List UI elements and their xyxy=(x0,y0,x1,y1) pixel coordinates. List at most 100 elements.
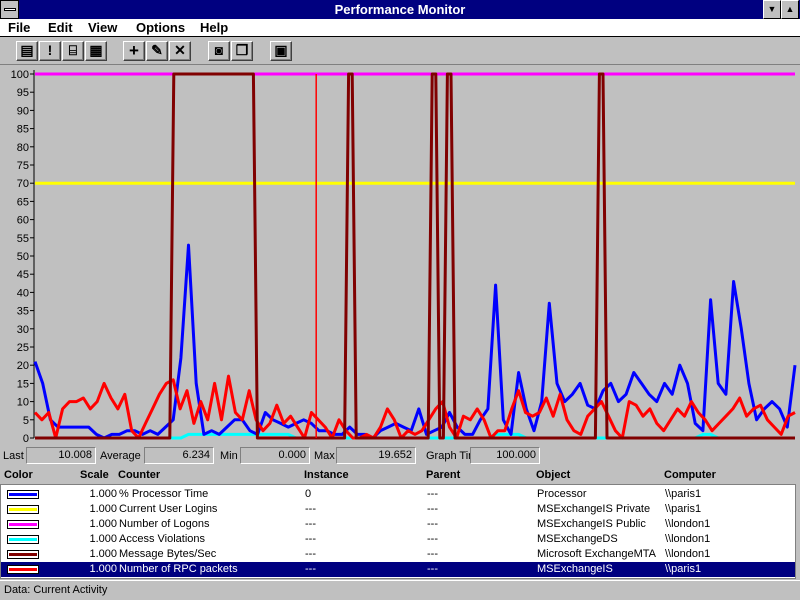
y-tick-label: 90 xyxy=(17,105,29,117)
y-tick-label: 60 xyxy=(17,215,29,227)
series-line-number-of-rpc-packets xyxy=(33,374,796,440)
computer-cell: \\paris1 xyxy=(665,503,702,515)
parent-cell: --- xyxy=(427,548,438,560)
y-tick-label: 50 xyxy=(17,251,29,263)
color-swatch xyxy=(7,550,39,559)
bookmark-button[interactable]: ❐ xyxy=(231,41,253,61)
y-tick-label: 95 xyxy=(17,87,29,99)
menu-options[interactable]: Options xyxy=(136,20,186,35)
swatch-line xyxy=(9,508,37,511)
swatch-line xyxy=(9,523,37,526)
legend-row[interactable]: 1.000 Access Violations --- --- MSExchan… xyxy=(1,532,795,547)
object-cell: MSExchangeIS Private xyxy=(537,503,651,515)
y-tick-label: 80 xyxy=(17,142,29,154)
y-tick-label: 20 xyxy=(17,360,29,372)
update-now-icon: ◙ xyxy=(214,42,224,58)
parent-cell: --- xyxy=(427,488,438,500)
add-counter-button[interactable]: + xyxy=(123,41,145,61)
legend-header: Color Scale Counter Instance Parent Obje… xyxy=(0,467,800,484)
y-tick-label: 65 xyxy=(17,196,29,208)
maximize-button[interactable]: ▲ xyxy=(781,0,799,19)
performance-chart: 0 5 10 15 20 25 30 35 40 45 50 55 60 65 70 75 80 85 90 95 10… xyxy=(0,66,800,446)
parent-cell: --- xyxy=(427,518,438,530)
header-instance: Instance xyxy=(304,469,349,481)
delete-counter-button[interactable]: ✕ xyxy=(169,41,191,61)
header-computer: Computer xyxy=(664,469,716,481)
window-title: Performance Monitor xyxy=(334,2,466,17)
swatch-line xyxy=(9,568,37,571)
y-tick-label: 70 xyxy=(17,178,29,190)
counter-cell: % Processor Time xyxy=(119,488,209,500)
delete-counter-icon: ✕ xyxy=(174,42,186,58)
y-tick-label: 85 xyxy=(17,124,29,136)
alert-view-button[interactable]: ! xyxy=(39,41,61,61)
y-tick-label: 40 xyxy=(17,287,29,299)
object-cell: MSExchangeDS xyxy=(537,533,618,545)
options-button[interactable]: ▣ xyxy=(270,41,292,61)
minimize-button[interactable]: ▼ xyxy=(763,0,781,19)
last-value: 10.008 xyxy=(26,447,96,464)
maximize-icon: ▲ xyxy=(785,4,795,14)
color-swatch xyxy=(7,490,39,499)
counter-legend[interactable]: 1.000 % Processor Time 0 --- Processor \… xyxy=(0,484,796,579)
y-tick-label: 45 xyxy=(17,269,29,281)
swatch-line xyxy=(9,493,37,496)
instance-cell: --- xyxy=(305,548,316,560)
y-tick-label: 15 xyxy=(17,378,29,390)
y-tick-label: 75 xyxy=(17,160,29,172)
scale-cell: 1.000 xyxy=(89,563,117,575)
color-swatch xyxy=(7,520,39,529)
computer-cell: \\paris1 xyxy=(665,488,702,500)
edit-counter-button[interactable]: ✎ xyxy=(146,41,168,61)
edit-counter-icon: ✎ xyxy=(151,42,163,58)
legend-row[interactable]: 1.000 Number of Logons --- --- MSExchang… xyxy=(1,517,795,532)
system-menu-icon[interactable] xyxy=(0,0,19,19)
status-text: Data: Current Activity xyxy=(4,584,108,596)
legend-row-selected[interactable]: 1.000 Number of RPC packets --- --- MSEx… xyxy=(1,562,795,577)
chart-view-button[interactable]: ▤ xyxy=(16,41,38,61)
menu-help[interactable]: Help xyxy=(200,20,229,35)
graph-time-value: 100.000 xyxy=(470,447,540,464)
log-view-button[interactable]: ⌸ xyxy=(62,41,84,61)
parent-cell: --- xyxy=(427,533,438,545)
status-bar: Data: Current Activity xyxy=(0,580,800,600)
legend-row[interactable]: 1.000 Message Bytes/Sec --- --- Microsof… xyxy=(1,547,795,562)
y-tick-label: 35 xyxy=(17,306,29,318)
average-label: Average xyxy=(100,450,141,462)
menu-file[interactable]: File xyxy=(8,20,31,35)
legend-row[interactable]: 1.000 % Processor Time 0 --- Processor \… xyxy=(1,487,795,502)
series-line-message-bytes-sec xyxy=(35,72,795,440)
counter-cell: Current User Logins xyxy=(119,503,218,515)
object-cell: Processor xyxy=(537,488,587,500)
header-color: Color xyxy=(4,469,33,481)
instance-cell: --- xyxy=(305,518,316,530)
bookmark-icon: ❐ xyxy=(235,42,249,58)
chart-background xyxy=(0,66,800,446)
instance-cell: --- xyxy=(305,563,316,575)
min-value: 0.000 xyxy=(240,447,310,464)
legend-row[interactable]: 1.000 Current User Logins --- --- MSExch… xyxy=(1,502,795,517)
min-label: Min xyxy=(220,450,238,462)
title-bar[interactable]: Performance Monitor ▼ ▲ xyxy=(0,0,800,19)
scale-cell: 1.000 xyxy=(89,548,117,560)
instance-cell: 0 xyxy=(305,488,312,500)
menu-view[interactable]: View xyxy=(88,20,118,35)
y-tick-label: 0 xyxy=(23,433,29,445)
object-cell: MSExchangeIS Public xyxy=(537,518,646,530)
average-value: 6.234 xyxy=(144,447,214,464)
alert-view-icon: ! xyxy=(47,42,53,58)
color-swatch xyxy=(7,565,39,574)
report-view-button[interactable]: ▦ xyxy=(85,41,107,61)
log-view-icon: ⌸ xyxy=(68,42,78,58)
graph-time-label: Graph Time xyxy=(426,450,484,462)
toolbar: ▤ ! ⌸ ▦ + ✎ ✕ ◙ ❐ ▣ xyxy=(0,37,800,65)
instance-cell: --- xyxy=(305,503,316,515)
report-view-icon: ▦ xyxy=(89,42,103,58)
header-parent: Parent xyxy=(426,469,461,481)
chart-area[interactable]: 0 5 10 15 20 25 30 35 40 45 50 55 60 65 70 75 80 85 90 95 10… xyxy=(0,66,800,446)
series-line--processor-time xyxy=(33,243,797,440)
update-now-button[interactable]: ◙ xyxy=(208,41,230,61)
computer-cell: \\london1 xyxy=(665,548,711,560)
add-counter-icon: + xyxy=(129,41,139,60)
menu-edit[interactable]: Edit xyxy=(48,20,73,35)
